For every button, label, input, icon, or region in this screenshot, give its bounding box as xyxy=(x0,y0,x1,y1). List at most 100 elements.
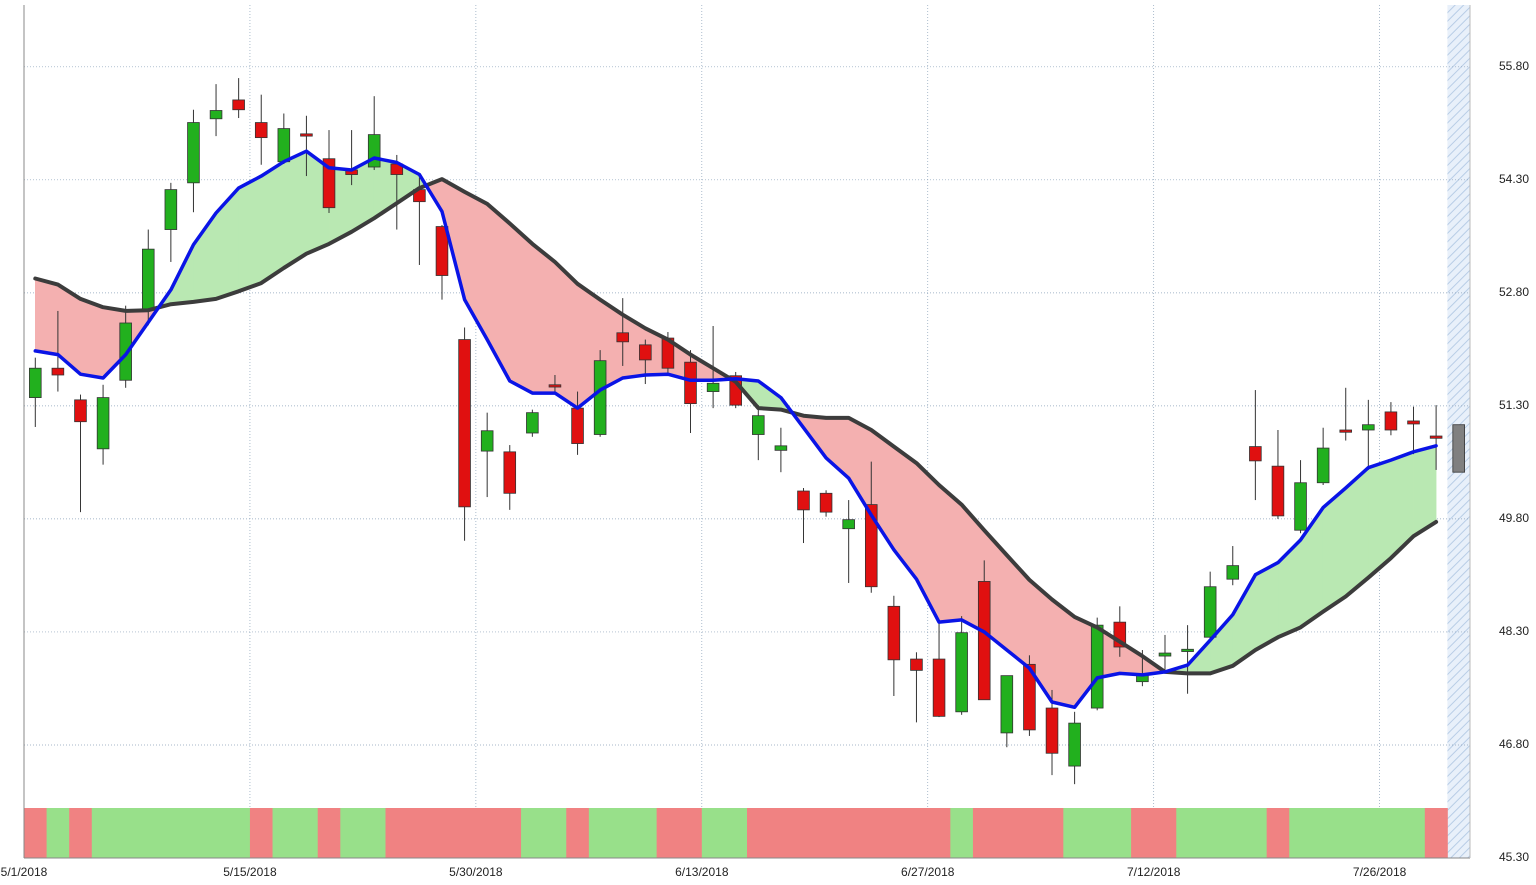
candle-body xyxy=(864,504,878,588)
candle-body xyxy=(548,384,562,388)
candle-body xyxy=(187,122,200,184)
regime-segment xyxy=(701,808,725,858)
regime-segment xyxy=(1244,808,1268,858)
candle-body xyxy=(1316,447,1330,484)
candle-body xyxy=(616,332,630,343)
x-tick-label: 5/1/2018 xyxy=(1,865,48,879)
regime-segment xyxy=(408,808,432,858)
regime-segment xyxy=(995,808,1019,858)
candle-body xyxy=(977,581,991,701)
ma-fill-segment xyxy=(283,150,307,269)
regime-segment xyxy=(385,808,409,858)
x-tick-label: 7/12/2018 xyxy=(1127,865,1181,879)
regime-segment xyxy=(453,808,477,858)
regime-segment xyxy=(1221,808,1245,858)
regime-segment xyxy=(747,808,770,858)
candle-body xyxy=(1429,435,1443,439)
candle-body xyxy=(51,367,65,376)
candle-body xyxy=(774,445,788,451)
x-tick-label: 5/15/2018 xyxy=(223,865,277,879)
regime-segment xyxy=(1402,808,1426,858)
candle-body xyxy=(1203,586,1217,638)
x-tick-label: 6/27/2018 xyxy=(901,865,955,879)
axes: 45.30 46.80 48.30 49.80 51.30 52.80 54.30 55.80… xyxy=(1,5,1529,879)
candle-body xyxy=(1407,420,1420,425)
regime-segment xyxy=(588,808,612,858)
candle-body xyxy=(435,226,449,276)
candle-body xyxy=(322,158,336,209)
candle-body xyxy=(300,133,313,137)
candle-body xyxy=(503,451,517,494)
candle-body xyxy=(1226,565,1240,580)
regime-segment xyxy=(430,808,454,858)
regime-segment xyxy=(362,808,386,858)
y-tick-label: 51.30 xyxy=(1499,398,1529,412)
candle-body xyxy=(955,632,968,713)
candle-body xyxy=(887,605,901,661)
regime-segment xyxy=(521,808,545,858)
ma-fill-segment xyxy=(34,278,59,355)
ma-line xyxy=(33,177,1439,676)
regime-segment xyxy=(159,808,183,858)
regime-segment xyxy=(837,808,861,858)
regime-segment xyxy=(972,808,996,858)
regime-segment xyxy=(498,808,522,858)
y-tick-label: 46.80 xyxy=(1499,737,1529,751)
candle-body xyxy=(277,128,291,163)
regime-segment xyxy=(475,808,499,858)
regime-segment xyxy=(1379,808,1403,858)
y-tick-label: 55.80 xyxy=(1499,59,1529,73)
candle-body xyxy=(1113,621,1127,648)
candle-body xyxy=(706,382,720,392)
regime-segment xyxy=(814,808,838,858)
candles xyxy=(29,78,1465,785)
ma-fill-segment xyxy=(260,161,285,284)
candle-body xyxy=(752,415,765,435)
ma-fill-segment xyxy=(238,175,262,292)
candle-body xyxy=(526,412,539,434)
regime-segment xyxy=(859,808,883,858)
ma-line xyxy=(33,149,1438,710)
regime-segment xyxy=(114,808,138,858)
candle-body xyxy=(593,360,607,435)
regime-segment xyxy=(905,808,929,858)
regime-segment xyxy=(882,808,906,858)
regime-segment xyxy=(1131,808,1155,858)
candle-body xyxy=(164,189,178,230)
regime-segment xyxy=(1357,808,1381,858)
candle-body xyxy=(96,397,110,450)
regime-segment xyxy=(46,808,70,858)
y-tick-label: 54.30 xyxy=(1499,172,1529,186)
regime-segment xyxy=(1424,808,1448,858)
regime-segment xyxy=(1040,808,1064,858)
regime-segment xyxy=(227,808,251,858)
regime-segment xyxy=(792,808,816,858)
regime-segment xyxy=(1311,808,1335,858)
candle-body xyxy=(1158,652,1172,657)
candle-body xyxy=(1023,663,1036,731)
regime-segment xyxy=(340,808,364,858)
ma-fill-segment xyxy=(80,298,104,379)
regime-segment xyxy=(950,808,974,858)
candle-body xyxy=(458,339,471,508)
regime-segment xyxy=(24,808,47,858)
y-tick-label: 45.30 xyxy=(1499,850,1529,864)
regime-segment xyxy=(634,808,658,858)
ma-fill-segment xyxy=(532,243,556,394)
regime-segment xyxy=(249,808,273,858)
regime-segment xyxy=(1153,808,1177,858)
candle-body xyxy=(367,134,381,168)
candle-body xyxy=(684,361,697,405)
regime-segment xyxy=(769,808,793,858)
regime-segment xyxy=(272,808,296,858)
regime-segment xyxy=(1176,808,1200,858)
regime-segment xyxy=(69,808,93,858)
candle-body xyxy=(571,407,584,444)
candle-body xyxy=(910,658,923,671)
x-tick-label: 5/30/2018 xyxy=(449,865,503,879)
x-tick-label: 7/26/2018 xyxy=(1353,865,1407,879)
ma-fill-segment xyxy=(509,222,533,394)
regime-segment xyxy=(1198,808,1222,858)
